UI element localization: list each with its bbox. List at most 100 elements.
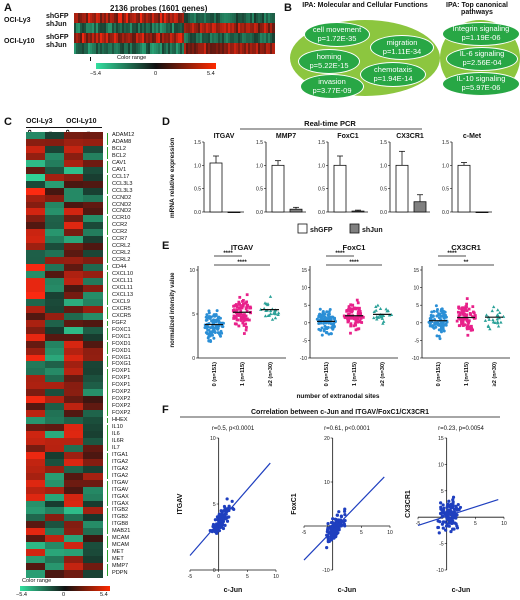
x-axis-label: c-Jun [224,587,243,594]
panel-f-label: F [162,404,169,416]
gene-label: FOXP2 [112,410,131,417]
heatmap-cell [122,13,125,24]
y-tick-label: 0.5 [256,187,263,193]
heatmap-cell [196,23,199,34]
heatmap-cell [270,23,273,34]
heatmap-cell [158,23,161,34]
heatmap-cell [192,33,195,44]
x-tick-label: 5 [246,574,249,580]
heatmap-cell [140,13,143,24]
heatmap-cell [260,13,263,24]
panel-a-range-mid: 0 [154,71,158,77]
heatmap-cell [200,23,203,34]
data-point [242,319,246,322]
heatmap-cell [26,340,46,349]
y-tick-label: 15 [438,436,444,442]
heatmap-cell [80,23,83,34]
data-point [457,306,461,310]
heatmap-cell [256,43,259,54]
heatmap-cell [214,13,217,24]
data-point [347,306,351,310]
data-point [468,312,472,315]
ipa-function-5: invasion p=3.77E-09 [300,74,364,99]
heatmap-cell [104,43,107,54]
chart-title: r=0.61, p<0.0001 [324,426,370,432]
data-point [451,498,455,502]
heatmap-cell [116,33,119,44]
heatmap-cell [130,43,133,54]
heatmap-cell [206,13,209,24]
data-point [436,519,440,523]
data-point [444,511,449,515]
heatmap-cell [26,298,46,307]
heatmap-cell [82,33,85,44]
heatmap-cell [92,13,95,24]
heatmap-cell [64,180,84,189]
data-point [442,316,446,320]
heatmap-cell [64,187,84,196]
data-point [270,317,275,321]
heatmap-cell [45,507,65,515]
heatmap-cell [83,215,103,223]
data-point [226,506,230,511]
heatmap-cell [172,13,175,24]
data-point [233,308,236,312]
heatmap-cell [198,23,201,34]
data-point [355,316,358,319]
panel-a-range-max: 5.4 [207,71,215,77]
heatmap-cell [244,33,247,44]
heatmap-cell [45,208,65,216]
data-point [438,337,442,341]
chart-title: c-Met [463,133,482,140]
heatmap-cell [26,430,46,439]
data-point [484,313,489,317]
data-point [237,314,241,317]
heatmap-cell [264,33,267,44]
data-point [375,314,379,318]
heatmap-cell [45,152,65,161]
heatmap-cell [45,465,65,474]
panel-a-title: 2136 probes (1601 genes) [110,4,208,13]
gene-label: MCAM [112,535,130,542]
heatmap-cell [138,23,141,34]
heatmap-cell [138,43,141,54]
heatmap-cell [170,43,173,54]
heatmap-cell [246,43,249,54]
heatmap-cell [164,13,167,24]
heatmap-cell [200,43,203,54]
heatmap-cell [83,347,103,355]
heatmap-cell [154,33,157,44]
data-point [205,313,209,317]
legend-label: shJun [362,227,383,234]
heatmap-cell [26,563,46,571]
heatmap-cell [160,23,163,34]
data-point [321,309,325,313]
data-point [217,513,221,517]
heatmap-cell [196,13,199,24]
heatmap-cell [112,13,115,24]
heatmap-cell [83,396,103,404]
heatmap-cell [164,33,167,44]
panel-a-color-bar [96,63,216,69]
heatmap-cell [26,417,46,425]
heatmap-cell [94,23,97,34]
heatmap-cell [258,43,261,54]
data-point [449,529,453,534]
data-point [333,517,337,521]
heatmap-cell [270,43,273,54]
heatmap-cell [218,23,221,34]
heatmap-cell [106,43,109,54]
heatmap-cell [236,43,239,54]
data-point [329,332,333,336]
y-tick-label: -10 [412,356,419,362]
heatmap-cell [144,23,147,34]
heatmap-cell [134,33,137,44]
heatmap-cell [242,13,245,24]
heatmap-cell [168,23,171,34]
heatmap-cell [26,382,46,390]
heatmap-cell [192,13,195,24]
heatmap-cell [102,23,105,34]
data-point [348,309,351,313]
ipa-function-4: chemotaxis p=1.94E-14 [360,62,426,87]
heatmap-cell [83,403,103,411]
